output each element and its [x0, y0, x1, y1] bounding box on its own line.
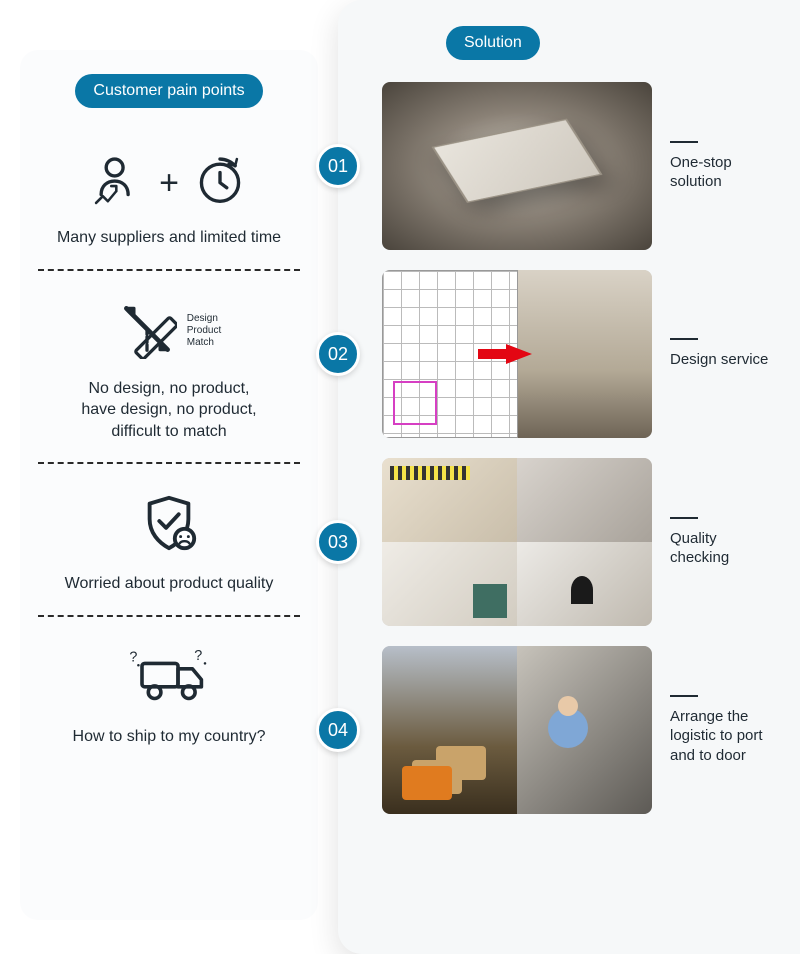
svg-text:?: ?: [194, 648, 202, 664]
pain-label-2: No design, no product, have design, no p…: [46, 378, 292, 443]
dash-icon: [670, 141, 698, 143]
solutions-header: Solution: [446, 26, 540, 60]
red-arrow-icon: [506, 344, 532, 364]
dash-icon: [670, 517, 698, 519]
pain-item-2: Design Product Match No design, no produ…: [38, 271, 300, 465]
clock-refresh-icon: [193, 154, 247, 213]
caption-4: Arrange the logistic to port and to door: [670, 707, 770, 766]
badge-03: 03: [316, 520, 360, 564]
truck-question-icon: ? ?: [124, 645, 214, 712]
design-product-match-label: Design Product Match: [187, 313, 221, 349]
image-onestop: [382, 82, 652, 250]
pain-label-1: Many suppliers and limited time: [46, 227, 292, 249]
solution-row-2: 02 Design service: [382, 270, 770, 438]
solution-row-4: 04 Arrange the logistic to port and to d…: [382, 646, 770, 814]
pain-points-column: Customer pain points +: [0, 0, 338, 954]
pain-item-1: + Many suppliers and limited time: [38, 108, 300, 271]
pain-item-3: Worried about product quality: [38, 464, 300, 617]
solution-row-3: 03 Quality checking: [382, 458, 770, 626]
dash-icon: [670, 338, 698, 340]
person-chart-icon: [91, 154, 145, 213]
badge-01: 01: [316, 144, 360, 188]
image-quality: [382, 458, 652, 626]
dash-icon: [670, 695, 698, 697]
solution-row-1: 01 One-stop solution: [382, 82, 770, 250]
caption-1: One-stop solution: [670, 153, 770, 192]
image-logistic: [382, 646, 652, 814]
pain-item-4: ? ? How to ship to my country?: [38, 617, 300, 768]
page-root: Customer pain points +: [0, 0, 800, 954]
image-design: [382, 270, 652, 438]
ruler-pencil-cross-icon: [117, 299, 177, 364]
pain-label-3: Worried about product quality: [46, 573, 292, 595]
shield-sad-icon: [138, 492, 200, 559]
caption-2: Design service: [670, 350, 770, 370]
pain-points-header: Customer pain points: [75, 74, 262, 108]
pain-points-card: Customer pain points +: [20, 50, 318, 920]
caption-3: Quality checking: [670, 529, 770, 568]
plus-icon: +: [159, 164, 179, 203]
badge-02: 02: [316, 332, 360, 376]
svg-text:?: ?: [129, 650, 137, 666]
solutions-column: Solution 01 One-stop solution 02 Design …: [338, 0, 800, 954]
pain-label-4: How to ship to my country?: [46, 726, 292, 748]
badge-04: 04: [316, 708, 360, 752]
